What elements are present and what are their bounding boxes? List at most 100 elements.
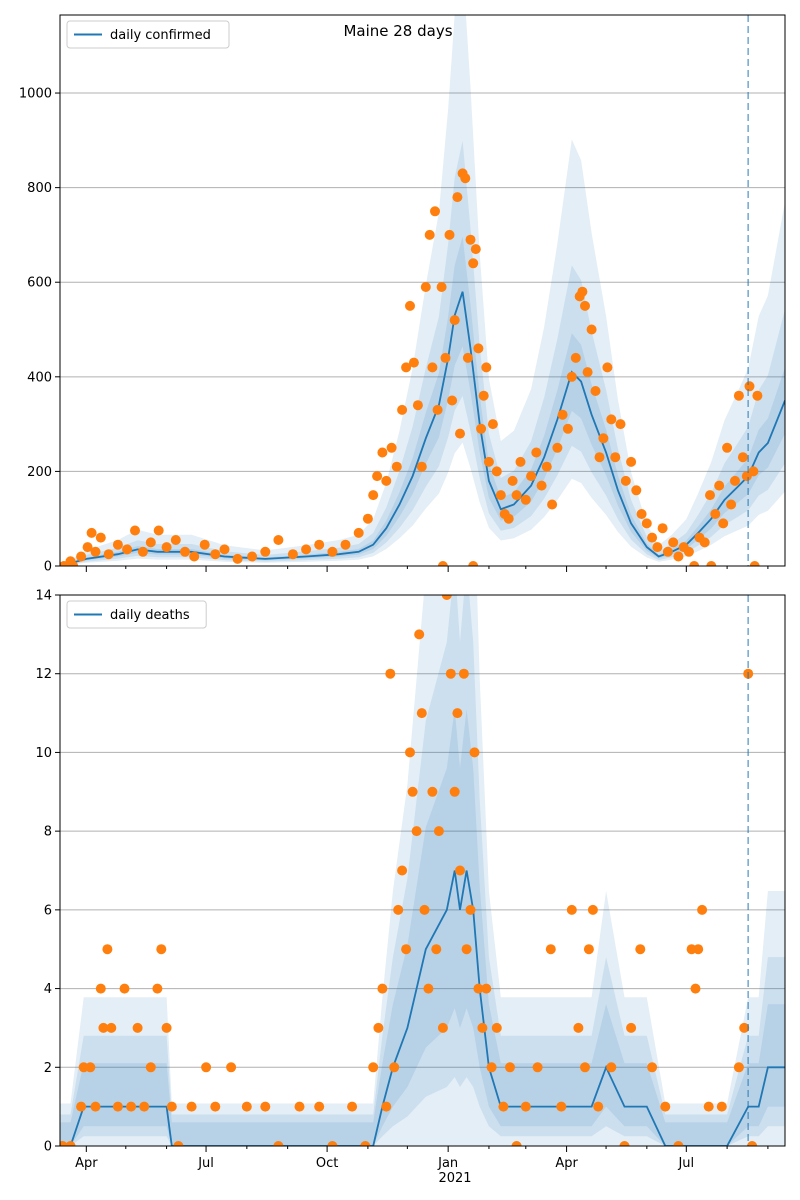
observed-point xyxy=(437,561,448,566)
observed-point xyxy=(495,490,506,501)
observed-point xyxy=(419,904,430,915)
observed-point xyxy=(520,1101,531,1112)
observed-point xyxy=(598,433,609,444)
observed-point xyxy=(689,561,700,566)
uncertainty-band-band-2-98 xyxy=(60,595,785,1146)
observed-point xyxy=(201,1062,212,1073)
observed-point xyxy=(405,300,415,311)
observed-point xyxy=(520,494,531,505)
observed-point xyxy=(397,865,408,876)
observed-point xyxy=(180,546,190,557)
x-tick-label: Oct xyxy=(316,1156,338,1171)
plot-area xyxy=(60,595,785,1146)
observed-point xyxy=(710,509,721,519)
confirmed-panel: 0 200 400 600 800 1000 daily confirmed xyxy=(19,14,786,575)
observed-point xyxy=(647,532,658,543)
observed-point xyxy=(226,1062,237,1073)
observed-point xyxy=(573,1022,584,1033)
figure-title: Maine 28 days xyxy=(343,22,452,40)
observed-point xyxy=(752,390,763,401)
y-tick-label: 0 xyxy=(44,560,52,575)
observed-point xyxy=(301,544,312,555)
y-tick-label: 800 xyxy=(27,181,52,196)
y-tick-label: 2 xyxy=(44,1061,52,1076)
observed-point xyxy=(739,1022,750,1033)
observed-point xyxy=(137,546,148,557)
observed-point xyxy=(430,206,440,217)
observed-point xyxy=(460,173,471,184)
observed-point xyxy=(552,442,563,453)
observed-point xyxy=(476,423,487,434)
observed-point xyxy=(491,466,502,477)
observed-point xyxy=(119,983,130,994)
observed-point xyxy=(327,1141,338,1146)
observed-point xyxy=(580,1062,590,1073)
observed-point xyxy=(582,367,593,378)
observed-point xyxy=(487,419,498,430)
legend-label: daily confirmed xyxy=(110,28,211,43)
observed-point xyxy=(590,386,601,396)
observed-point xyxy=(90,1101,101,1112)
observed-point xyxy=(733,390,744,401)
observed-point xyxy=(505,1062,515,1073)
observed-point xyxy=(455,428,465,439)
observed-point xyxy=(606,414,617,425)
observed-point xyxy=(247,551,258,562)
legend-box xyxy=(66,600,207,629)
observed-point xyxy=(532,1062,543,1073)
observed-point xyxy=(377,983,388,994)
observed-point xyxy=(95,532,106,543)
observed-point xyxy=(547,499,558,510)
observed-point xyxy=(615,419,626,430)
observed-point xyxy=(749,561,760,566)
observed-point xyxy=(210,549,221,560)
observed-point xyxy=(416,708,427,719)
observed-point xyxy=(444,229,455,240)
observed-point xyxy=(635,944,646,955)
observed-point xyxy=(401,944,412,955)
observed-point xyxy=(636,509,647,519)
x-tick-label: Jul xyxy=(197,1156,214,1171)
observed-point xyxy=(122,544,133,555)
uncertainty-band-band-2-98 xyxy=(60,15,785,566)
observed-point xyxy=(703,1101,714,1112)
observed-point xyxy=(481,362,492,373)
observed-point xyxy=(730,475,740,486)
observed-point xyxy=(373,1022,384,1033)
observed-point xyxy=(491,1022,502,1033)
observed-point xyxy=(447,395,458,406)
observed-point xyxy=(583,944,594,955)
observed-point xyxy=(294,1101,305,1112)
observed-point xyxy=(393,904,404,915)
observed-point xyxy=(381,1101,392,1112)
observed-point xyxy=(566,371,577,382)
observed-point xyxy=(260,1101,271,1112)
observed-point xyxy=(424,229,435,240)
observed-point xyxy=(541,461,552,472)
observed-point xyxy=(733,1062,744,1073)
observed-point xyxy=(112,1101,123,1112)
observed-point xyxy=(697,904,708,915)
y-tick-label: 200 xyxy=(27,465,52,480)
observed-point xyxy=(593,1101,604,1112)
observed-point xyxy=(619,1141,630,1146)
y-tick-label: 400 xyxy=(27,370,52,385)
observed-point xyxy=(498,1101,509,1112)
observed-point xyxy=(391,461,402,472)
observed-point xyxy=(602,362,613,373)
observed-point xyxy=(441,595,452,600)
observed-point xyxy=(85,1062,96,1073)
axes-frame xyxy=(59,594,786,1147)
observed-point xyxy=(389,1062,400,1073)
observed-point xyxy=(368,490,379,501)
observed-point xyxy=(693,944,704,955)
observed-point xyxy=(353,527,364,538)
observed-point xyxy=(368,1062,379,1073)
observed-point xyxy=(722,442,733,453)
observed-point xyxy=(626,456,637,467)
observed-point xyxy=(673,1141,684,1146)
observed-point xyxy=(340,539,351,550)
observed-point xyxy=(153,525,164,536)
observed-point xyxy=(690,983,701,994)
